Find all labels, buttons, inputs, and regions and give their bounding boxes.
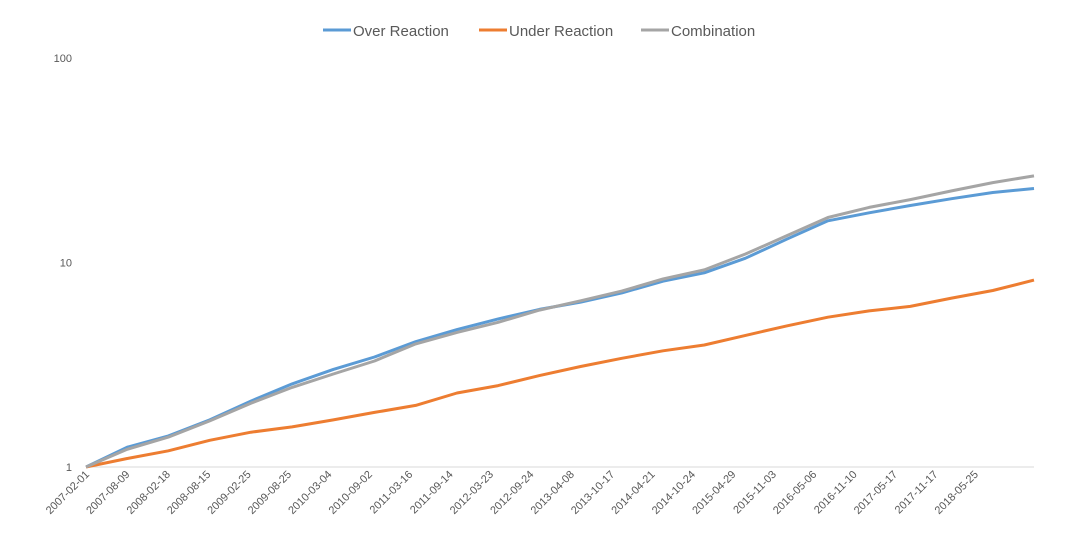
legend-label-over-reaction: Over Reaction — [353, 23, 449, 40]
legend-label-under-reaction: Under Reaction — [509, 23, 613, 40]
series-line-under-reaction — [85, 278, 1035, 469]
legend: Over Reaction Under Reaction Combination — [323, 23, 755, 40]
x-axis: 2007-02-012007-08-092008-02-182008-08-15… — [44, 469, 981, 517]
series-line-over-reaction — [85, 187, 1035, 469]
y-tick-label: 10 — [60, 258, 72, 270]
x-tick-label: 2015-04-29 — [690, 469, 738, 517]
y-axis: 1 10 100 — [54, 53, 72, 474]
y-tick-label: 100 — [54, 53, 72, 65]
legend-label-combination: Combination — [671, 23, 755, 40]
series-group — [85, 174, 1035, 469]
x-tick-label: 2018-05-25 — [933, 469, 981, 517]
series-line-combination — [85, 174, 1035, 469]
x-tick-label: 2016-05-06 — [771, 469, 819, 517]
y-tick-label: 1 — [66, 462, 72, 474]
x-tick-label: 2010-09-02 — [327, 469, 375, 517]
x-tick-label: 2017-05-17 — [852, 469, 900, 517]
